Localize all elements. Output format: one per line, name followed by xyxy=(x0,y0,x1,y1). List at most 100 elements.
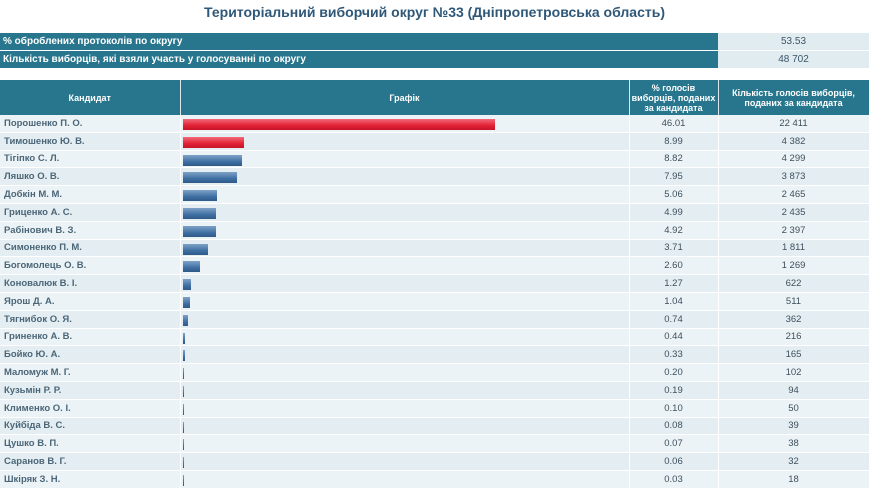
table-row: Добкін М. М. 5.06 2 465 xyxy=(0,185,869,204)
candidate-name: Маломуж М. Г. xyxy=(0,363,181,382)
summary-row: % оброблених протоколів по округу 53.53 xyxy=(0,33,869,51)
vote-bar xyxy=(182,136,244,148)
table-row: Маломуж М. Г. 0.20 102 xyxy=(0,363,869,382)
graph-cell xyxy=(180,452,630,471)
votes-value: 2 465 xyxy=(718,185,869,204)
summary-label: % оброблених протоколів по округу xyxy=(0,33,718,51)
percent-value: 7.95 xyxy=(629,167,719,187)
results-table: Кандидат Графік % голосів виборців, пода… xyxy=(0,80,869,489)
candidate-name: Симоненко П. М. xyxy=(0,239,181,258)
header-graph: Графік xyxy=(180,80,630,115)
table-header-row: Кандидат Графік % голосів виборців, пода… xyxy=(0,80,869,115)
vote-bar xyxy=(182,207,217,219)
header-votes: Кількість голосів виборців, поданих за к… xyxy=(718,80,869,115)
table-row: Клименко О. І. 0.10 50 xyxy=(0,399,869,418)
graph-cell xyxy=(180,328,630,347)
votes-value: 622 xyxy=(718,274,869,293)
summary-value: 53.53 xyxy=(718,33,869,51)
percent-value: 0.07 xyxy=(629,434,719,454)
graph-cell xyxy=(180,256,630,276)
percent-value: 3.71 xyxy=(629,239,719,258)
votes-value: 94 xyxy=(718,381,869,400)
vote-bar xyxy=(182,439,184,451)
table-row: Бойко Ю. А. 0.33 165 xyxy=(0,345,869,365)
candidate-name: Порошенко П. О. xyxy=(0,115,181,133)
percent-value: 1.04 xyxy=(629,292,719,311)
table-row: Шкіряк З. Н. 0.03 18 xyxy=(0,470,869,489)
percent-value: 5.06 xyxy=(629,185,719,204)
table-row: Рабінович В. З. 4.92 2 397 xyxy=(0,221,869,240)
graph-cell xyxy=(180,115,630,133)
votes-value: 38 xyxy=(718,434,869,454)
summary-row: Кількість виборців, які взяли участь у г… xyxy=(0,50,869,69)
candidate-name: Тимошенко Ю. В. xyxy=(0,132,181,151)
summary-value: 48 702 xyxy=(718,50,869,69)
candidate-name: Добкін М. М. xyxy=(0,185,181,204)
results-body: Порошенко П. О. 46.01 22 411 Тимошенко Ю. В… xyxy=(0,115,869,489)
percent-value: 0.08 xyxy=(629,417,719,436)
vote-bar xyxy=(182,154,243,166)
graph-cell xyxy=(180,417,630,436)
graph-cell xyxy=(180,363,630,382)
votes-value: 1 269 xyxy=(718,256,869,276)
percent-value: 0.10 xyxy=(629,399,719,418)
table-row: Тягнибок О. Я. 0.74 362 xyxy=(0,310,869,329)
table-row: Коновалюк В. І. 1.27 622 xyxy=(0,274,869,293)
candidate-name: Тігіпко С. Л. xyxy=(0,150,181,169)
vote-bar xyxy=(182,172,237,184)
vote-bar xyxy=(182,190,217,202)
graph-cell xyxy=(180,470,630,489)
candidate-name: Цушко В. П. xyxy=(0,434,181,454)
candidate-name: Саранов В. Г. xyxy=(0,452,181,471)
vote-bar xyxy=(182,350,185,362)
candidate-name: Кузьмін Р. Р. xyxy=(0,381,181,400)
candidate-name: Рабінович В. З. xyxy=(0,221,181,240)
vote-bar xyxy=(182,474,184,486)
table-row: Ярош Д. А. 1.04 511 xyxy=(0,292,869,311)
percent-value: 8.82 xyxy=(629,150,719,169)
candidate-name: Коновалюк В. І. xyxy=(0,274,181,293)
graph-cell xyxy=(180,185,630,204)
votes-value: 4 382 xyxy=(718,132,869,151)
graph-cell xyxy=(180,167,630,187)
vote-bar xyxy=(182,403,184,415)
summary-table: % оброблених протоколів по округу 53.53 … xyxy=(0,33,869,69)
table-row: Тимошенко Ю. В. 8.99 4 382 xyxy=(0,132,869,151)
votes-value: 216 xyxy=(718,328,869,347)
votes-value: 511 xyxy=(718,292,869,311)
percent-value: 8.99 xyxy=(629,132,719,151)
candidate-name: Ляшко О. В. xyxy=(0,167,181,187)
percent-value: 0.44 xyxy=(629,328,719,347)
percent-value: 0.74 xyxy=(629,310,719,329)
graph-cell xyxy=(180,132,630,151)
table-row: Ляшко О. В. 7.95 3 873 xyxy=(0,167,869,187)
votes-value: 102 xyxy=(718,363,869,382)
graph-cell xyxy=(180,203,630,222)
votes-value: 2 435 xyxy=(718,203,869,222)
vote-bar xyxy=(182,261,201,273)
vote-bar xyxy=(182,332,186,344)
table-row: Цушко В. П. 0.07 38 xyxy=(0,434,869,454)
vote-bar xyxy=(182,421,184,433)
votes-value: 2 397 xyxy=(718,221,869,240)
vote-bar xyxy=(182,225,216,237)
candidate-name: Богомолець О. В. xyxy=(0,256,181,276)
percent-value: 0.33 xyxy=(629,345,719,365)
graph-cell xyxy=(180,399,630,418)
graph-cell xyxy=(180,381,630,400)
summary-label: Кількість виборців, які взяли участь у г… xyxy=(0,50,718,69)
graph-cell xyxy=(180,310,630,329)
percent-value: 0.03 xyxy=(629,470,719,489)
table-row: Кузьмін Р. Р. 0.19 94 xyxy=(0,381,869,400)
votes-value: 1 811 xyxy=(718,239,869,258)
table-row: Саранов В. Г. 0.06 32 xyxy=(0,452,869,471)
percent-value: 0.20 xyxy=(629,363,719,382)
candidate-name: Тягнибок О. Я. xyxy=(0,310,181,329)
candidate-name: Бойко Ю. А. xyxy=(0,345,181,365)
vote-bar xyxy=(182,243,208,255)
candidate-name: Гриценко А. С. xyxy=(0,203,181,222)
graph-cell xyxy=(180,345,630,365)
candidate-name: Шкіряк З. Н. xyxy=(0,470,181,489)
votes-value: 362 xyxy=(718,310,869,329)
vote-bar xyxy=(182,296,190,308)
